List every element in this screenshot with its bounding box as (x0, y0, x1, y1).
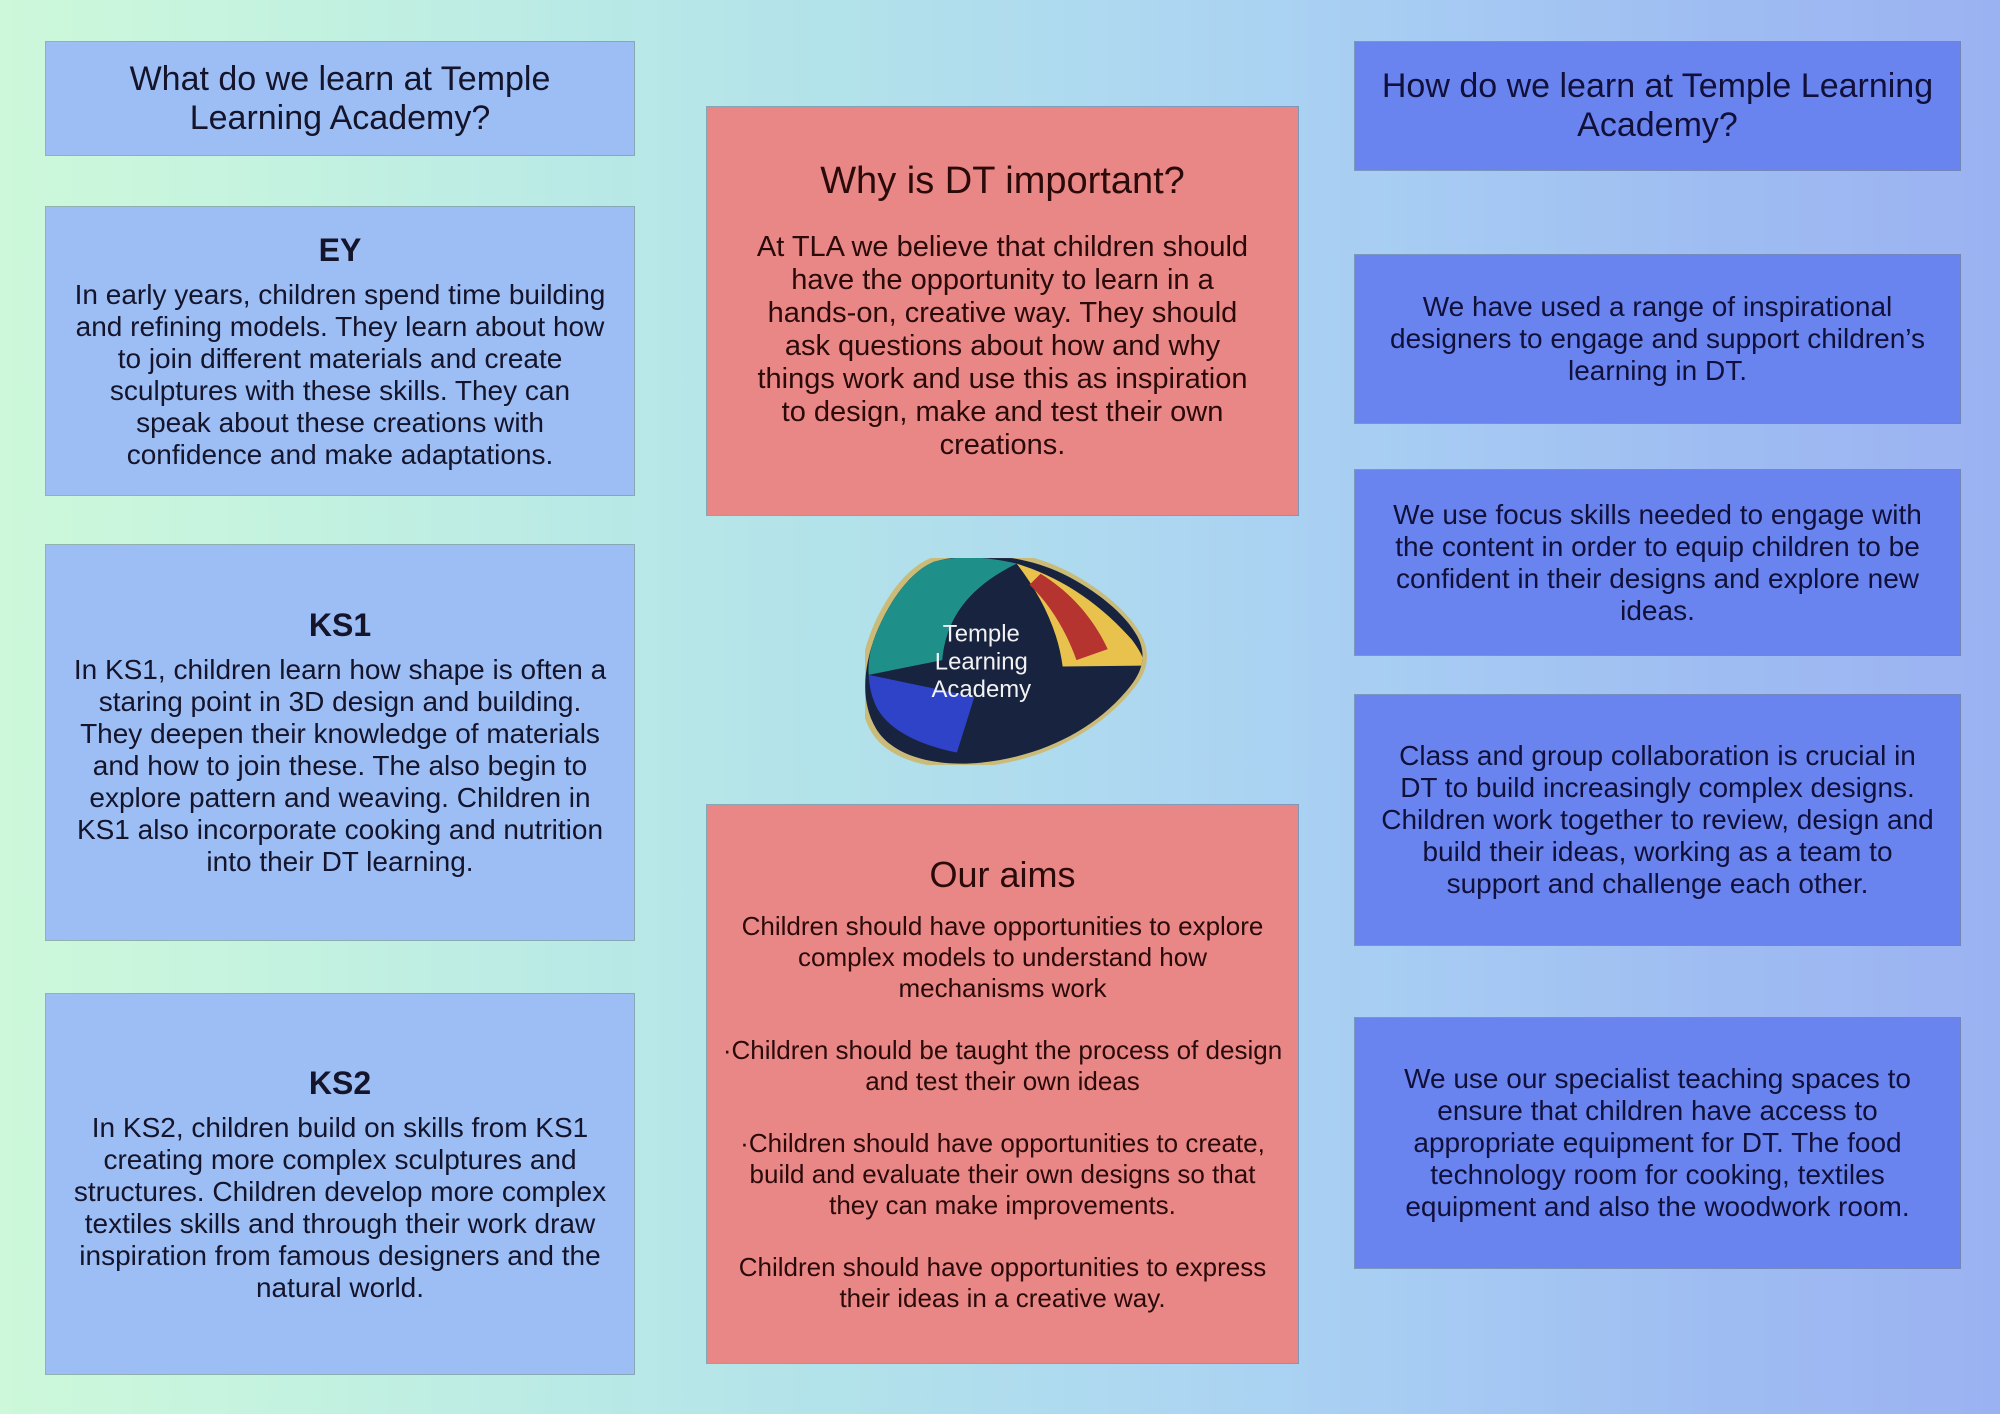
svg-text:Learning: Learning (935, 648, 1028, 675)
svg-text:Academy: Academy (932, 676, 1032, 703)
svg-text:Temple: Temple (943, 621, 1020, 648)
